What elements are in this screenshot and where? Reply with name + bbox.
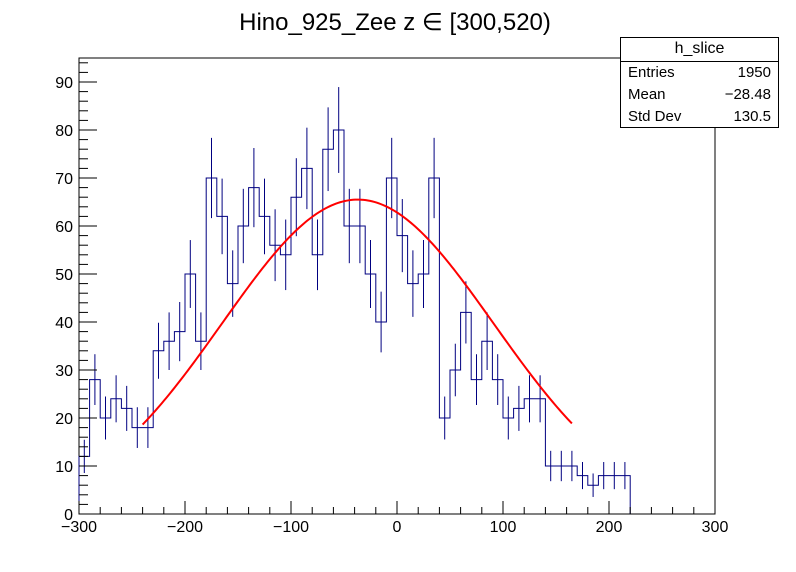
y-tick-label: 40 <box>55 315 73 332</box>
stats-box: h_slice Entries 1950 Mean −28.48 Std Dev… <box>620 37 779 128</box>
y-tick-label: 10 <box>55 459 73 476</box>
x-tick-label: 0 <box>393 519 402 536</box>
x-tick-label: 200 <box>596 519 623 536</box>
chart-title: Hino_925_Zee z ∈ [300,520) <box>239 9 551 36</box>
x-tick-label: 300 <box>702 519 729 536</box>
fit-curve-group <box>141 198 573 426</box>
error-bars <box>83 87 626 497</box>
y-tick-label: 90 <box>55 75 73 92</box>
stats-label: Std Dev <box>628 108 682 125</box>
y-tick-label: 20 <box>55 411 73 428</box>
stats-value: −28.48 <box>724 86 771 103</box>
fit-curve <box>141 198 573 426</box>
histogram-series <box>78 129 631 514</box>
x-tick-label: −100 <box>273 519 309 536</box>
x-tick-label: −200 <box>167 519 203 536</box>
stats-row-stddev: Std Dev 130.5 <box>621 106 778 128</box>
stats-label: Mean <box>628 86 666 103</box>
stats-title: h_slice <box>621 38 778 62</box>
stats-value: 1950 <box>737 64 771 81</box>
x-axis: −300 −200 −100 0 100 200 300 <box>61 501 728 536</box>
histogram-outline <box>78 129 631 514</box>
stats-value: 130.5 <box>733 108 771 125</box>
stats-row-mean: Mean −28.48 <box>621 84 778 106</box>
y-tick-label: 50 <box>55 267 73 284</box>
y-axis: 0 10 20 30 40 50 60 70 80 90 <box>55 62 97 524</box>
stats-label: Entries <box>628 64 675 81</box>
y-tick-label: 0 <box>64 507 73 524</box>
y-tick-label: 60 <box>55 219 73 236</box>
stats-row-entries: Entries 1950 <box>621 62 778 84</box>
y-tick-label: 30 <box>55 363 73 380</box>
x-tick-label: −300 <box>61 519 97 536</box>
x-tick-label: 100 <box>490 519 517 536</box>
y-tick-label: 80 <box>55 123 73 140</box>
y-tick-label: 70 <box>55 171 73 188</box>
